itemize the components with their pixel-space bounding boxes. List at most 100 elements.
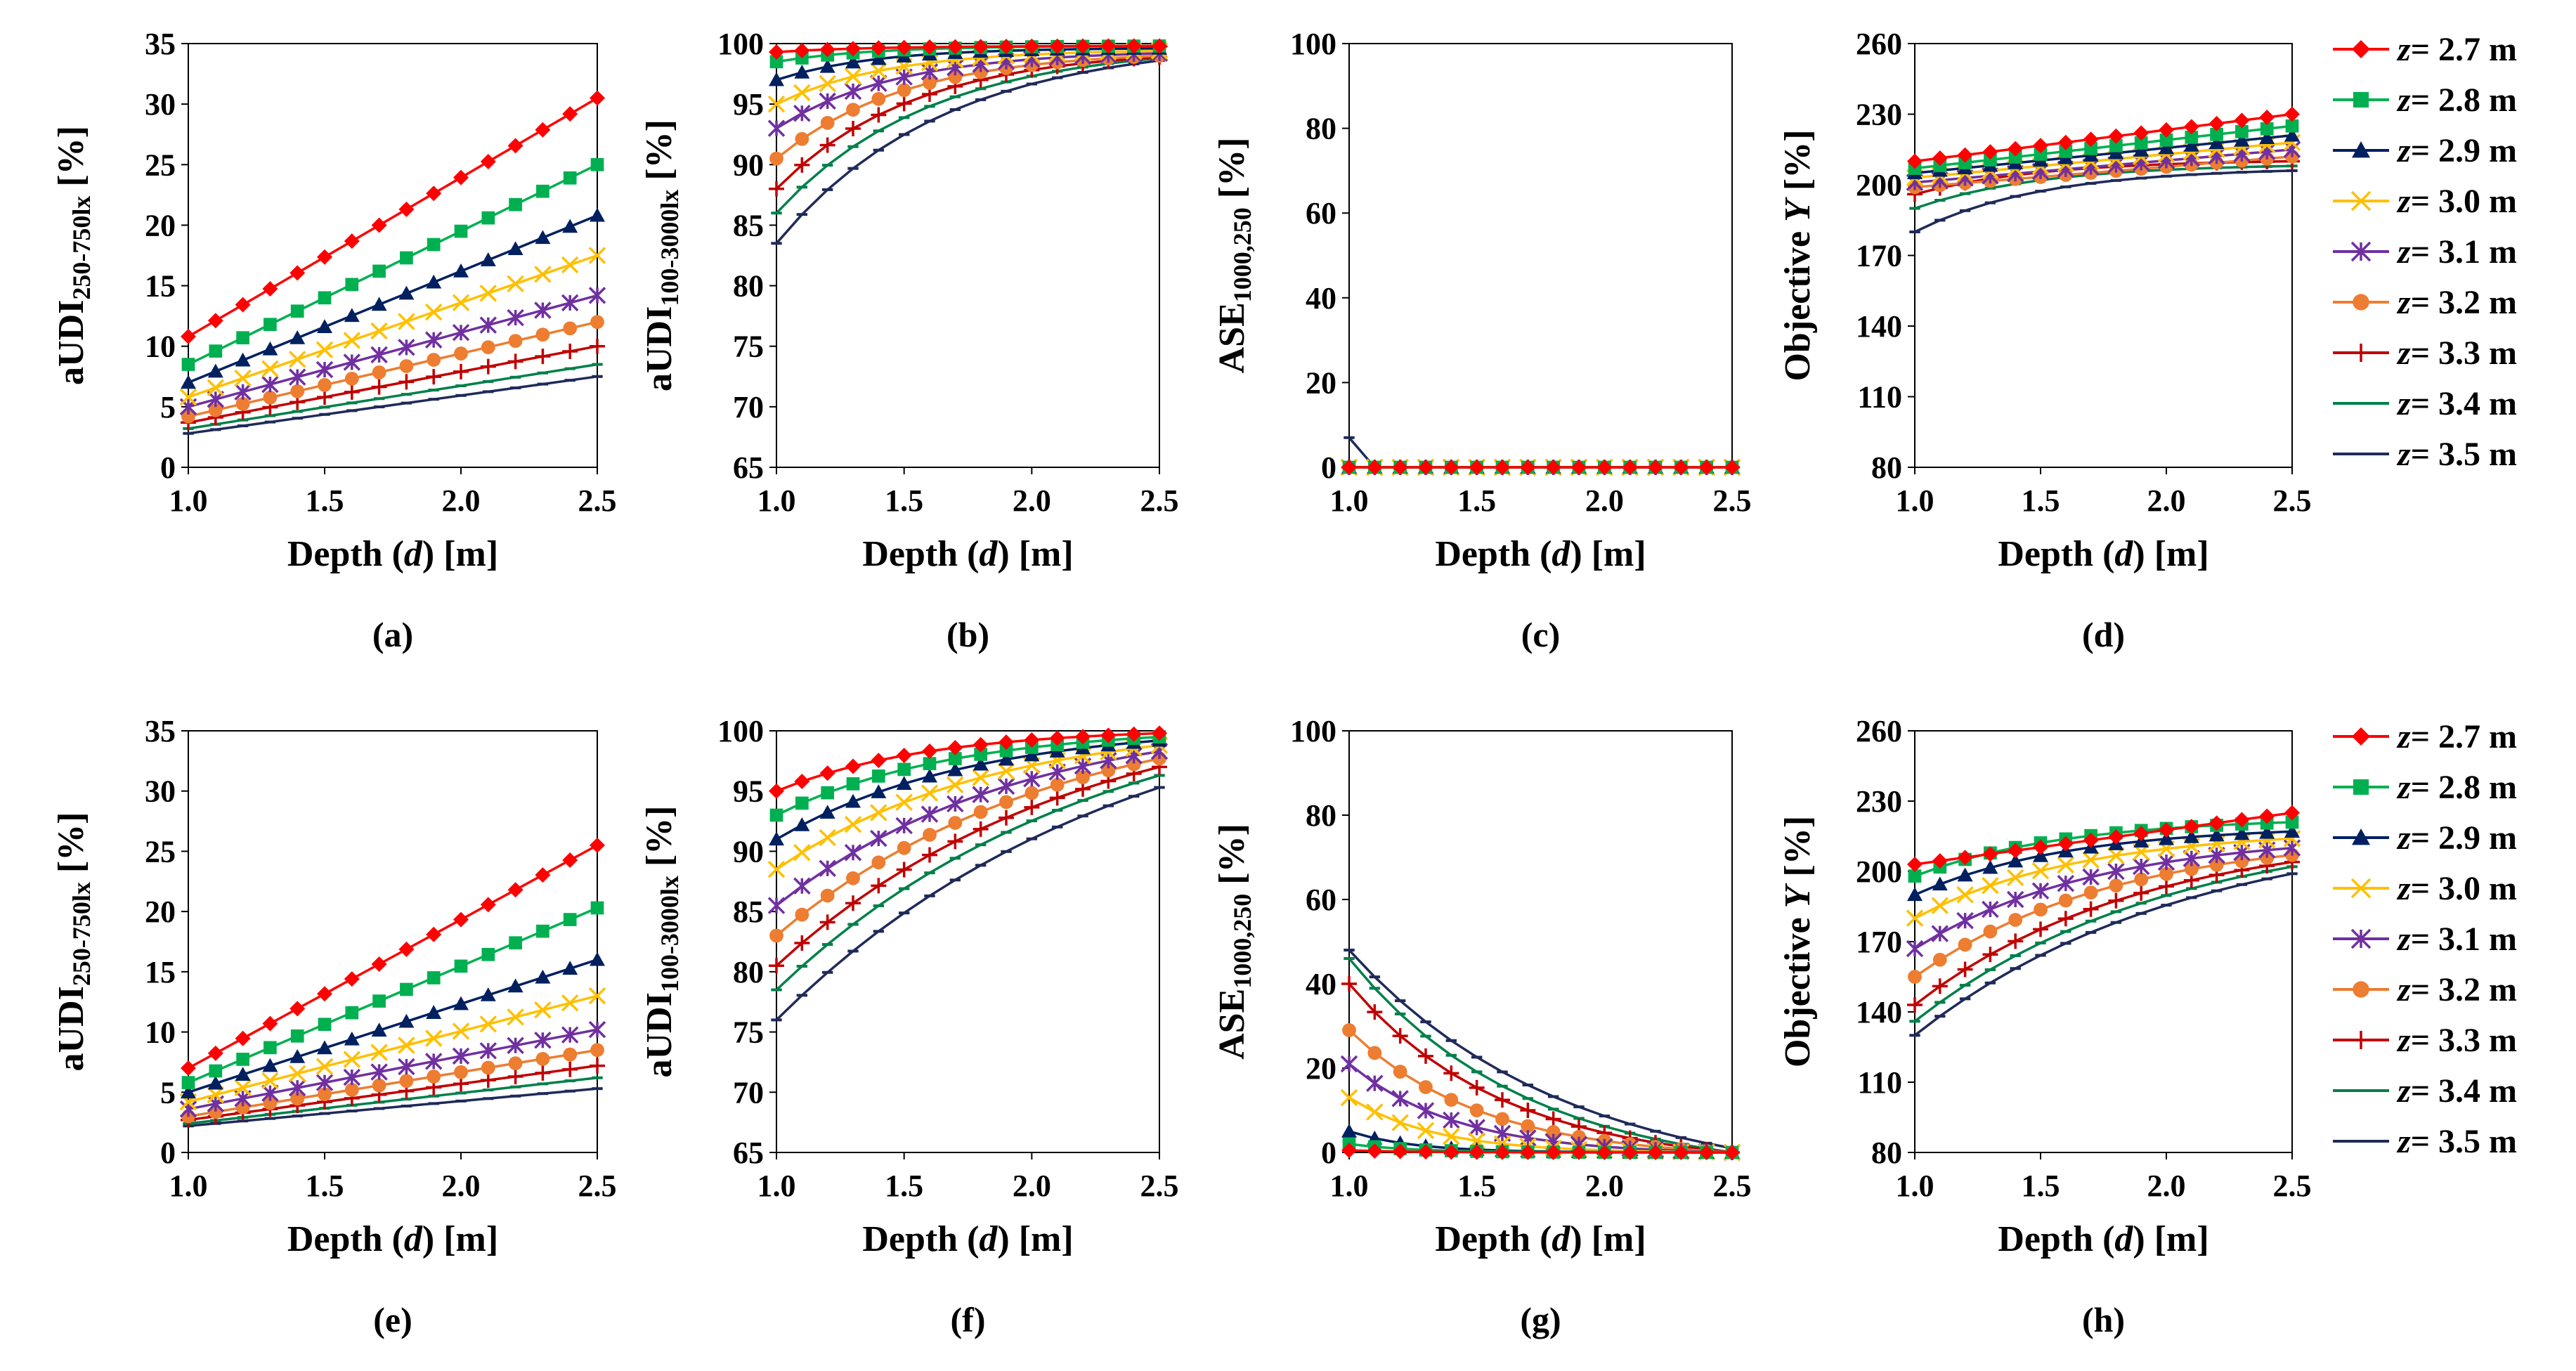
- diamond-marker: [1495, 460, 1510, 475]
- x-marker: [316, 341, 334, 359]
- diamond-marker: [1673, 1144, 1689, 1160]
- diamond-marker: [947, 739, 963, 755]
- x-marker: [534, 1001, 552, 1019]
- series-line: [1348, 949, 1733, 1150]
- circle-marker: [795, 907, 809, 922]
- square-marker: [181, 1076, 195, 1089]
- asterisk-marker: [793, 104, 811, 122]
- diamond-marker: [1622, 1144, 1638, 1160]
- diamond-marker: [1341, 1143, 1357, 1158]
- plus-marker: [947, 833, 963, 850]
- circle-marker: [1419, 1080, 1433, 1094]
- triangle-marker: [2259, 824, 2275, 839]
- plus-marker: [794, 157, 810, 173]
- asterisk-marker: [844, 82, 862, 100]
- subplot-caption: (h): [2082, 1300, 2125, 1339]
- circle-marker: [923, 76, 937, 90]
- series-group: [181, 837, 605, 1076]
- series-line: [188, 907, 598, 1084]
- x-marker: [288, 1065, 306, 1083]
- series-line: [776, 735, 1160, 817]
- y-tick-label: 0: [1321, 450, 1336, 485]
- square-marker: [2260, 122, 2274, 136]
- triangle-marker: [181, 375, 196, 389]
- y-tick-label: 0: [160, 450, 176, 485]
- diamond-marker: [972, 736, 989, 753]
- legend-item: z= 3.5 m: [2333, 436, 2517, 473]
- square-marker: [372, 264, 386, 278]
- x-marker: [507, 1008, 524, 1026]
- y-tick-label: 85: [733, 208, 764, 242]
- x-tick-label: 2.0: [1013, 483, 1051, 518]
- x-tick-label: 1.0: [1330, 483, 1369, 518]
- plus-marker: [819, 914, 835, 930]
- asterisk-marker: [1519, 1129, 1537, 1147]
- asterisk-marker: [179, 1100, 197, 1118]
- plus-marker: [507, 353, 523, 370]
- square-marker: [290, 304, 304, 318]
- x-marker: [343, 1051, 361, 1068]
- legend-label: z= 2.7 m: [2396, 31, 2517, 68]
- circle-marker: [973, 805, 988, 819]
- asterisk-marker: [588, 287, 606, 304]
- plus-marker: [845, 895, 861, 911]
- triangle-marker: [2008, 853, 2024, 868]
- diamond-marker: [1367, 1143, 1383, 1159]
- asterisk-marker: [2031, 882, 2050, 900]
- legend-label: z= 2.8 m: [2396, 769, 2517, 806]
- series-group: [767, 44, 1169, 137]
- triangle-marker: [453, 996, 469, 1011]
- x-tick-label: 2.5: [1713, 1169, 1752, 1203]
- diamond-marker: [344, 971, 360, 987]
- square-marker: [2134, 136, 2148, 150]
- circle-marker: [263, 390, 278, 405]
- series-line: [776, 49, 1160, 105]
- x-marker: [1443, 1127, 1460, 1145]
- series-line: [775, 56, 1160, 214]
- triangle-marker: [2183, 137, 2199, 152]
- x-tick-label: 1.5: [306, 1169, 344, 1203]
- series-line: [1914, 112, 2293, 163]
- y-tick-label: 70: [733, 390, 764, 424]
- asterisk-marker: [2283, 141, 2301, 158]
- triangle-marker: [453, 263, 469, 278]
- series-line: [1348, 1149, 1732, 1154]
- square-marker: [590, 901, 604, 915]
- legend-item: z= 3.2 m: [2333, 971, 2517, 1008]
- triangle-marker: [845, 793, 861, 808]
- square-marker: [345, 1006, 359, 1020]
- square-marker: [509, 936, 522, 950]
- x-marker: [2107, 847, 2125, 864]
- chart-panel: 65 70 75 80 85 90 95 100 1.0 1.5 2.0 2.5 Depth (d) […: [639, 714, 1179, 1339]
- y-tick-label: 20: [1306, 365, 1336, 400]
- x-marker: [793, 84, 811, 102]
- legend-item: z= 3.3 m: [2333, 334, 2517, 372]
- asterisk-marker: [1956, 911, 1974, 930]
- y-tick-label: 230: [1856, 98, 1902, 132]
- diamond-marker: [371, 217, 387, 233]
- diamond-marker: [922, 743, 937, 760]
- plus-marker: [871, 107, 887, 123]
- x-tick-label: 2.5: [1140, 483, 1179, 518]
- diamond-marker: [2083, 131, 2099, 148]
- circle-marker: [563, 321, 578, 336]
- asterisk-marker: [479, 316, 497, 334]
- circle-marker: [590, 1043, 604, 1058]
- series-line: [1914, 830, 2293, 896]
- x-marker: [316, 1058, 334, 1075]
- asterisk-marker: [2350, 241, 2372, 262]
- square-marker: [2185, 130, 2199, 144]
- series-group: [179, 247, 606, 406]
- asterisk-marker: [452, 1047, 470, 1065]
- legend-label: z= 2.9 m: [2396, 819, 2517, 857]
- x-marker: [424, 303, 443, 321]
- diamond-marker: [181, 1060, 196, 1076]
- x-marker: [819, 829, 836, 847]
- square-marker: [427, 971, 441, 985]
- plus-marker: [2352, 1031, 2370, 1049]
- y-tick-label: 35: [145, 714, 176, 748]
- x-tick-label: 1.5: [885, 1169, 923, 1203]
- diamond-marker: [871, 40, 887, 56]
- diamond-marker: [2209, 115, 2225, 131]
- x-marker: [207, 1086, 225, 1104]
